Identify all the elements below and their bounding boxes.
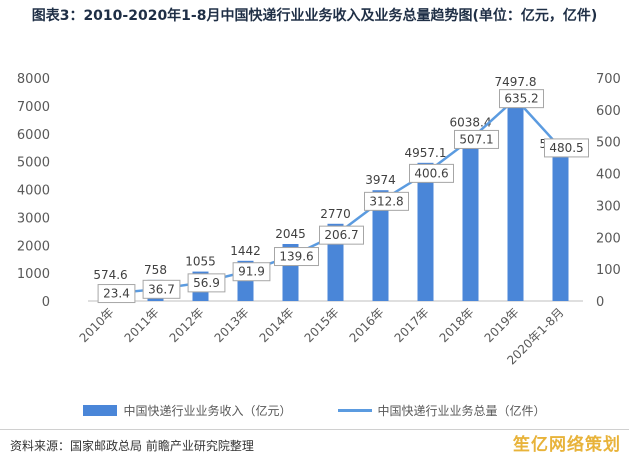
line-value-label-box xyxy=(187,273,226,293)
line-value-label: 507.1 xyxy=(459,132,493,146)
line-value-label-box xyxy=(319,225,364,245)
y-right-tick-label: 700 xyxy=(596,72,621,87)
y-left-tick-label: 6000 xyxy=(17,128,50,143)
bar-value-label: 2045 xyxy=(275,227,306,241)
bar-value-label: 6038.4 xyxy=(450,116,492,130)
y-left-tick-label: 0 xyxy=(42,295,50,310)
bar xyxy=(552,153,569,301)
line-value-label: 56.9 xyxy=(193,276,220,290)
line-value-label: 480.5 xyxy=(549,141,583,155)
line-value-label-box xyxy=(232,262,271,282)
source-note: 资料来源：国家邮政总局 前瞻产业研究院整理 xyxy=(10,439,254,453)
footer-divider xyxy=(0,429,629,430)
chart-title: 图表3：2010-2020年1-8月中国快递行业业务收入及业务总量趋势图(单位：… xyxy=(31,8,598,24)
line-value-label-box xyxy=(274,247,319,267)
bar-value-label: 4957.1 xyxy=(405,146,447,160)
x-tick-label: 2019年 xyxy=(482,305,522,345)
y-right-tick-label: 500 xyxy=(596,136,621,151)
y-left-tick-label: 5000 xyxy=(17,156,50,171)
line-value-label: 312.8 xyxy=(369,194,403,208)
line-value-label-box xyxy=(499,89,544,109)
bar-value-label: 3974 xyxy=(365,173,396,187)
line-value-label-box xyxy=(544,138,589,158)
bar-value-label: 1442 xyxy=(230,244,261,258)
x-tick-label: 2011年 xyxy=(122,305,162,345)
legend: 中国快递行业业务收入（亿元） 中国快递行业业务总量（亿件） xyxy=(0,399,629,421)
bar xyxy=(507,91,524,301)
line-value-label-box xyxy=(454,129,499,149)
y-left-tick-label: 3000 xyxy=(17,211,50,226)
y-right-tick-label: 0 xyxy=(596,295,604,310)
x-tick-label: 2015年 xyxy=(302,305,342,345)
line-value-label: 91.9 xyxy=(238,265,265,279)
y-right-tick-label: 600 xyxy=(596,104,621,119)
y-left-tick-label: 7000 xyxy=(17,100,50,115)
line-value-label: 36.7 xyxy=(148,282,175,296)
y-left-tick-label: 2000 xyxy=(17,239,50,254)
x-tick-label: 2014年 xyxy=(257,305,297,345)
line-value-label: 635.2 xyxy=(504,92,538,106)
y-left-tick-label: 1000 xyxy=(17,267,50,282)
chart-area: 0 1000 2000 3000 4000 5000 6000 7000 8000 0 100 200… xyxy=(17,72,621,368)
line-value-label-box xyxy=(97,284,136,304)
y-right-tick-label: 100 xyxy=(596,263,621,278)
line-value-label: 206.7 xyxy=(324,228,358,242)
x-tick-label: 2012年 xyxy=(167,305,207,345)
bar-value-label: 574.6 xyxy=(93,268,127,282)
y-left-tick-label: 4000 xyxy=(17,184,50,199)
x-tick-label: 2013年 xyxy=(212,305,252,345)
line-value-label-box xyxy=(409,163,454,183)
legend-swatch-bar xyxy=(83,404,118,416)
legend-item-bar: 中国快递行业业务收入（亿元） xyxy=(83,402,292,419)
bar-value-label: 7497.8 xyxy=(495,75,537,89)
legend-swatch-line xyxy=(337,408,372,412)
line-value-label: 400.6 xyxy=(414,166,448,180)
y-left-tick-label: 8000 xyxy=(17,72,50,87)
line-value-label-box xyxy=(142,279,181,299)
line-value-label: 139.6 xyxy=(279,250,313,264)
legend-item-line: 中国快递行业业务总量（亿件） xyxy=(337,402,546,419)
x-tick-label: 2017年 xyxy=(392,305,432,345)
x-tick-label: 2010年 xyxy=(77,305,117,345)
x-tick-label: 2018年 xyxy=(437,305,477,345)
bar xyxy=(372,190,389,301)
bar-value-label: 2770 xyxy=(320,207,351,221)
x-tick-label: 2016年 xyxy=(347,305,387,345)
bar-value-label: 1055 xyxy=(185,255,216,269)
y-right-tick-label: 300 xyxy=(596,199,621,214)
bar xyxy=(417,162,434,301)
bar-value-label: 758 xyxy=(144,263,167,277)
line-value-label-box xyxy=(364,191,409,211)
line-value-label: 23.4 xyxy=(103,287,130,301)
brand-watermark: 笙亿网络策划 xyxy=(513,435,621,455)
legend-label-bar: 中国快递行业业务收入（亿元） xyxy=(123,403,292,418)
legend-label-line: 中国快递行业业务总量（亿件） xyxy=(377,403,546,418)
y-right-tick-label: 400 xyxy=(596,168,621,183)
bar xyxy=(462,132,479,301)
y-right-tick-label: 200 xyxy=(596,231,621,246)
